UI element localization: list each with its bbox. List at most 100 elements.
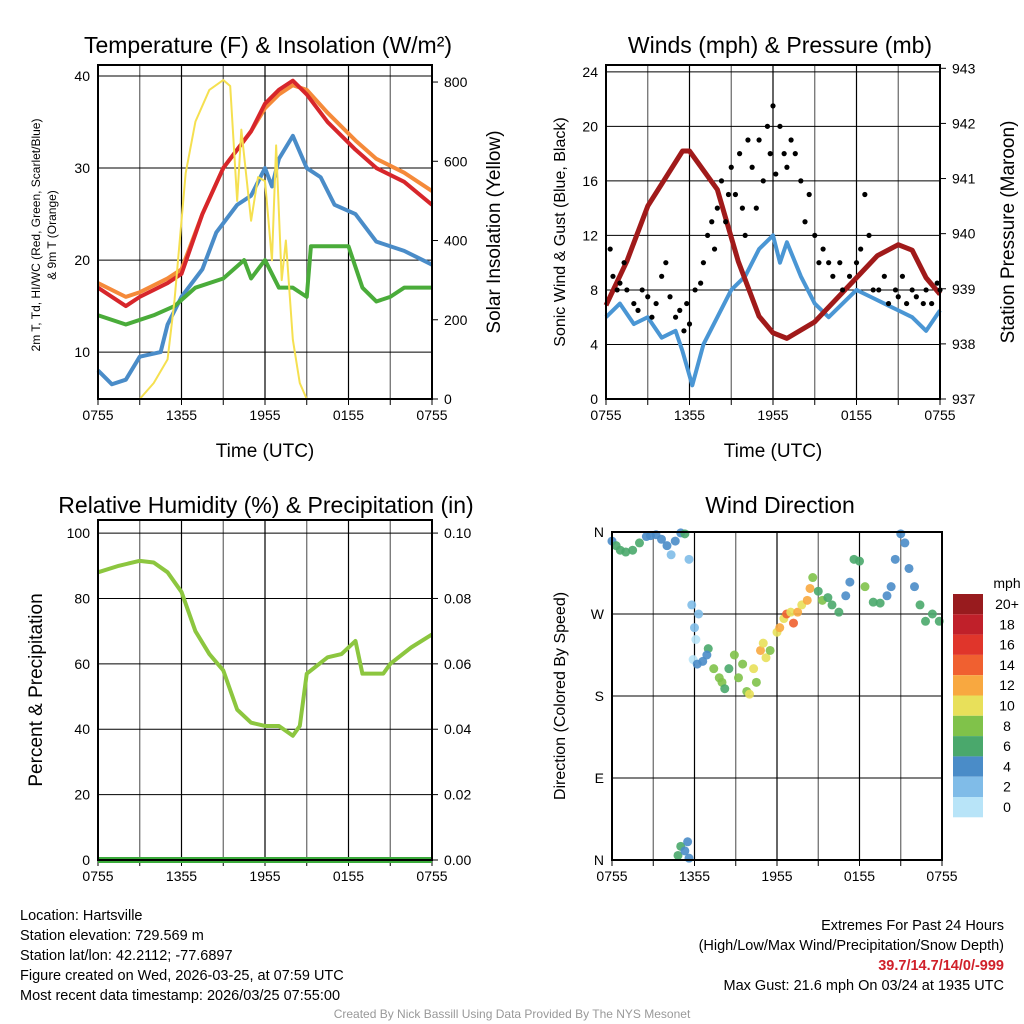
legend-label: 20+: [995, 596, 1019, 612]
direction-point: [729, 650, 739, 660]
direction-point: [786, 607, 796, 617]
gust-point: [621, 260, 627, 266]
extremes-info: Extremes For Past 24 Hours (High/Low/Max…: [699, 916, 1004, 996]
direction-point: [698, 656, 708, 666]
direction-point: [834, 607, 844, 617]
direction-point: [702, 650, 712, 660]
gust-point: [846, 273, 853, 279]
right-y-tick-label: 937: [952, 391, 976, 407]
gust-point: [653, 300, 659, 307]
gust-point: [920, 300, 926, 307]
gust-point: [732, 191, 739, 198]
gust-point: [645, 294, 651, 300]
y-tick-label: S: [595, 688, 604, 704]
legend-title: mph: [993, 575, 1020, 591]
x-tick-label: 1355: [166, 868, 197, 884]
direction-point: [868, 597, 878, 607]
gust-point: [929, 300, 935, 307]
direction-point: [882, 591, 892, 601]
gust-point: [692, 287, 698, 293]
direction-point: [683, 837, 693, 847]
gust-point: [663, 260, 669, 266]
direction-point: [813, 586, 823, 596]
y-tick-label: 60: [74, 656, 90, 672]
right-y-axis-label: Solar Insolation (Yellow): [484, 130, 505, 333]
gust-point: [700, 260, 707, 266]
gust-point: [881, 273, 887, 279]
right-y-tick-label: 400: [444, 233, 468, 249]
series-sonic-wind: [604, 233, 942, 388]
direction-point: [657, 534, 666, 544]
gust-point: [802, 219, 808, 225]
y-tick-label: N: [594, 852, 604, 868]
gust-point: [749, 164, 755, 170]
direction-point: [684, 853, 694, 863]
gust-point: [667, 294, 673, 300]
right-y-tick-label: 0.02: [444, 787, 471, 803]
elevation: Station elevation: 729.569 m: [20, 928, 204, 944]
y-tick-label: 16: [582, 173, 598, 189]
gust-point: [635, 307, 641, 313]
legend-swatch: [953, 797, 983, 818]
max-gust: Max Gust: 21.6 mph On 03/24 at 1935 UTC: [723, 978, 1004, 994]
y-tick-label: 30: [74, 160, 90, 176]
plot-frame: [605, 64, 941, 400]
direction-point: [738, 659, 748, 669]
series-relative-humidity: [97, 558, 434, 738]
direction-point: [751, 677, 761, 687]
x-tick-label: 0155: [333, 407, 364, 423]
y-tick-label: 100: [67, 525, 91, 541]
legend-label: 14: [999, 657, 1015, 673]
gust-point: [895, 294, 901, 300]
legend-label: 16: [999, 637, 1015, 653]
gust-point: [812, 232, 818, 239]
lat-lon: Station lat/lon: 42.2112; -77.6897: [20, 948, 233, 964]
y-tick-label: 24: [582, 64, 598, 80]
right-y-tick-label: 600: [444, 153, 468, 169]
gust-point: [839, 287, 846, 293]
gust-point: [742, 232, 748, 239]
direction-point: [808, 573, 818, 583]
direction-point: [749, 664, 759, 674]
gust-point: [784, 164, 790, 170]
gust-point: [770, 103, 776, 109]
legend-swatch: [953, 614, 983, 635]
gust-point: [792, 151, 798, 157]
direction-point: [904, 563, 914, 573]
gust-point: [639, 287, 645, 293]
plot-frame: [97, 64, 433, 400]
y-tick-label: 80: [74, 590, 90, 606]
x-tick-label: 1355: [674, 407, 705, 423]
gust-point: [681, 328, 687, 334]
x-tick-label: 0155: [844, 868, 875, 884]
legend-swatch: [953, 756, 983, 777]
direction-point: [860, 582, 870, 592]
direction-point: [734, 673, 743, 683]
y-tick-label: 0: [82, 852, 90, 868]
extremes-title: Extremes For Past 24 Hours: [821, 918, 1004, 934]
gust-point: [830, 273, 836, 279]
direction-point: [841, 591, 851, 601]
direction-point: [724, 664, 734, 674]
right-y-tick-label: 200: [444, 312, 468, 328]
y-tick-label: 12: [582, 227, 598, 243]
gust-point: [753, 205, 759, 211]
right-y-tick-label: 939: [952, 281, 976, 297]
direction-point: [789, 618, 798, 628]
gust-point: [709, 219, 715, 225]
series-solar-insolation: [98, 79, 432, 400]
right-y-tick-label: 941: [952, 171, 976, 187]
direction-point: [896, 529, 906, 539]
legend-label: 8: [1003, 718, 1011, 734]
panel-title: Relative Humidity (%) & Precipitation (i…: [58, 492, 473, 518]
right-y-tick-label: 943: [952, 60, 976, 76]
direction-point: [886, 582, 896, 592]
direction-point: [921, 616, 930, 626]
x-tick-label: 1955: [757, 407, 788, 423]
gust-point: [672, 314, 679, 320]
gust-point: [773, 171, 779, 177]
y-tick-label: 4: [590, 336, 598, 352]
direction-point: [900, 538, 910, 548]
y-tick-label: W: [591, 606, 605, 622]
